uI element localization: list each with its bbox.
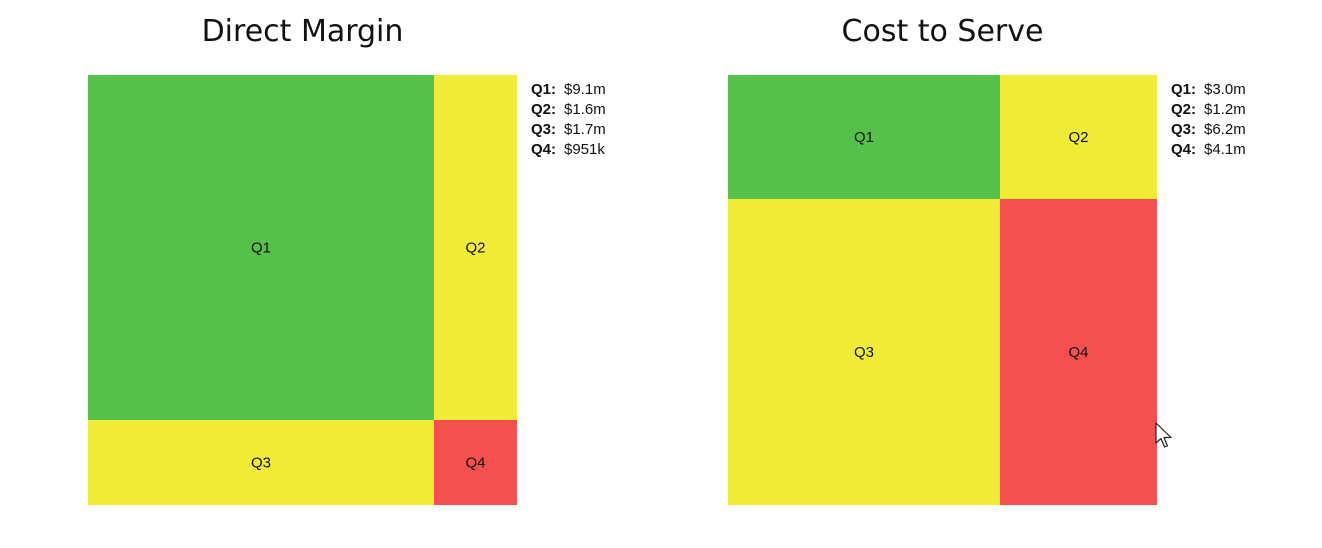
legend-key: Q2:	[1171, 101, 1197, 118]
treemap-cell-q1[interactable]	[728, 75, 1000, 199]
legend-row: Q2: $1.2m	[1171, 100, 1246, 120]
legend-key: Q3:	[531, 121, 557, 138]
treemap-cell-q1[interactable]	[88, 75, 434, 420]
treemap-cell-label: Q3	[251, 455, 271, 472]
treemap-cell-q4[interactable]	[1000, 199, 1157, 505]
treemap-cell-label: Q3	[854, 344, 874, 361]
legend-row: Q3: $6.2m	[1171, 120, 1246, 140]
legend-key: Q4:	[531, 141, 557, 158]
legend-row: Q4: $4.1m	[1171, 140, 1246, 160]
treemap-cell-label: Q1	[251, 240, 271, 257]
legend-value: $1.2m	[1204, 101, 1246, 118]
legend-value: $3.0m	[1204, 81, 1246, 98]
legend-direct-margin: Q1: $9.1m Q2: $1.6m Q3: $1.7m Q4: $951k	[531, 80, 606, 160]
treemap-cell-label: Q2	[1068, 129, 1088, 146]
legend-key: Q2:	[531, 101, 557, 118]
legend-key: Q3:	[1171, 121, 1197, 138]
legend-row: Q1: $3.0m	[1171, 80, 1246, 100]
legend-value: $951k	[564, 141, 605, 158]
legend-key: Q4:	[1171, 141, 1197, 158]
legend-row: Q3: $1.7m	[531, 120, 606, 140]
treemap-cell-q3[interactable]	[88, 420, 434, 505]
legend-value: $1.6m	[564, 101, 606, 118]
chart-title-cost-to-serve: Cost to Serve	[841, 14, 1044, 49]
treemap-cell-label: Q1	[854, 129, 874, 146]
legend-row: Q4: $951k	[531, 140, 606, 160]
legend-value: $1.7m	[564, 121, 606, 138]
legend-value: $4.1m	[1204, 141, 1246, 158]
legend-value: $9.1m	[564, 81, 606, 98]
legend-value: $6.2m	[1204, 121, 1246, 138]
treemap-cell-label: Q4	[1068, 344, 1088, 361]
treemap-cell-q2[interactable]	[434, 75, 517, 420]
legend-row: Q2: $1.6m	[531, 100, 606, 120]
legend-key: Q1:	[1171, 81, 1197, 98]
mouse-pointer-icon	[1155, 422, 1172, 448]
legend-cost-to-serve: Q1: $3.0m Q2: $1.2m Q3: $6.2m Q4: $4.1m	[1171, 80, 1246, 160]
chart-title-direct-margin: Direct Margin	[201, 14, 404, 49]
legend-row: Q1: $9.1m	[531, 80, 606, 100]
treemap-cell-label: Q4	[465, 455, 485, 472]
treemap-cell-q3[interactable]	[728, 199, 1000, 505]
treemap-cell-q2[interactable]	[1000, 75, 1157, 199]
treemap-cell-label: Q2	[465, 240, 485, 257]
treemap-cell-q4[interactable]	[434, 420, 517, 505]
legend-key: Q1:	[531, 81, 557, 98]
